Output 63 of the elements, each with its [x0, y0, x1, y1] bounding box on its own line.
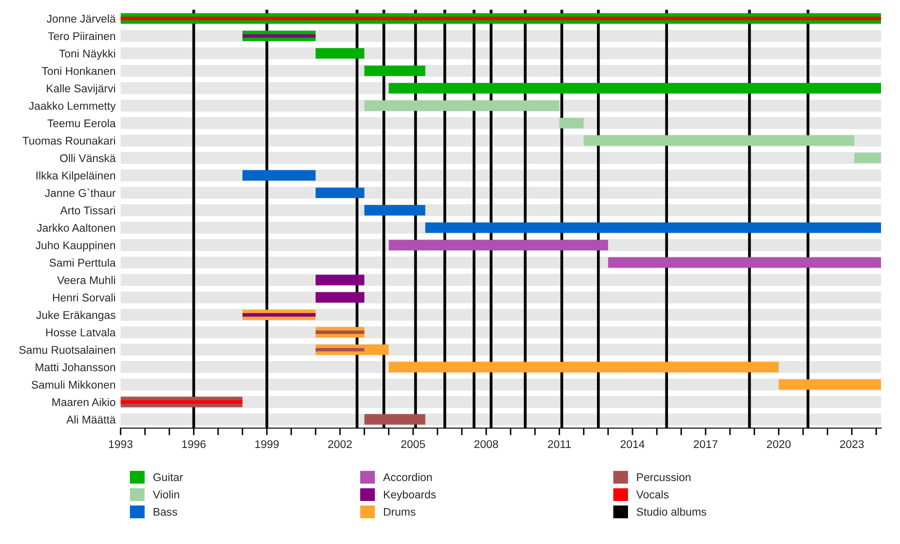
y-tick-label: Ilkka Kilpeläinen	[36, 171, 116, 182]
legend-label: Studio albums	[636, 508, 706, 516]
x-tick-label: 2008	[474, 440, 498, 448]
legend-label: Keyboards	[384, 490, 436, 501]
x-tick-label: 1993	[109, 440, 132, 448]
y-tick-label: Juho Kauppinen	[36, 241, 116, 252]
y-tick-label: Sami Perttula	[50, 258, 116, 267]
x-tick-label: 2014	[620, 440, 645, 448]
legend-label: Percussion	[637, 472, 690, 482]
bar	[316, 348, 364, 352]
bar	[364, 414, 426, 425]
y-tick-label: Kalle Savijärvi	[46, 84, 115, 95]
legend-label: Bass	[154, 508, 178, 516]
x-tick-label: 1999	[255, 440, 279, 448]
y-tick-label: Ali Määttä	[66, 415, 116, 424]
y-tick-label: Samu Ruotsalainen	[19, 346, 116, 354]
y-tick-label: Teemu Eerola	[47, 119, 116, 128]
bar	[316, 292, 364, 303]
bar	[316, 330, 364, 334]
legend-label: Violin	[152, 490, 180, 498]
bar	[388, 240, 608, 250]
y-tick-label: Jonne Järvelä	[46, 14, 116, 23]
y-tick-label: Janne G`thaur	[44, 188, 116, 197]
bar	[559, 118, 584, 128]
bar	[316, 188, 364, 198]
y-tick-label: Veera Muhli	[57, 276, 115, 284]
bar	[242, 313, 316, 317]
y-tick-label: Matti Johansson	[36, 363, 116, 372]
x-tick-label: 1996	[182, 440, 206, 448]
y-tick-label: Samuli Mikkonen	[32, 380, 116, 389]
bar	[242, 170, 316, 181]
x-tick-label: 2002	[328, 440, 352, 448]
bar	[316, 274, 364, 286]
legend-label: Accordion	[383, 472, 432, 482]
bar	[364, 205, 426, 216]
bar	[316, 48, 364, 59]
y-tick-label: Tero Piirainen	[48, 32, 116, 40]
x-tick-label: 2011	[548, 440, 571, 448]
legend-label: Drums	[384, 508, 416, 516]
legend-label: Vocals	[636, 490, 669, 498]
y-tick-label: Jaakko Lemmetty	[28, 102, 116, 112]
legend-label: Guitar	[153, 472, 183, 482]
x-tick-label: 2005	[401, 440, 425, 448]
y-tick-label: Arto Tissari	[60, 206, 115, 214]
y-tick-label: Toni Honkanen	[42, 66, 116, 75]
y-tick-label: Hosse Latvala	[46, 328, 116, 336]
x-tick-label: 2017	[694, 440, 718, 448]
y-tick-label: Toni Näykki	[59, 49, 115, 60]
x-tick-label: 2023	[840, 440, 864, 448]
y-tick-label: Maaren Aikio	[52, 398, 116, 406]
y-tick-label: Jarkko Aaltonen	[36, 224, 116, 232]
bar	[854, 152, 882, 164]
x-tick-label: 2020	[766, 440, 791, 448]
y-tick-label: Olli Vänskä	[60, 154, 116, 162]
bar	[778, 379, 882, 390]
y-tick-label: Juke Eräkangas	[36, 310, 116, 322]
y-tick-label: Henri Sorvali	[53, 293, 115, 302]
bar	[120, 16, 882, 20]
bar	[364, 100, 560, 111]
bar	[120, 400, 242, 404]
y-tick-label: Tuomas Rounakari	[22, 136, 115, 145]
bar	[364, 66, 426, 76]
bar	[242, 34, 316, 38]
